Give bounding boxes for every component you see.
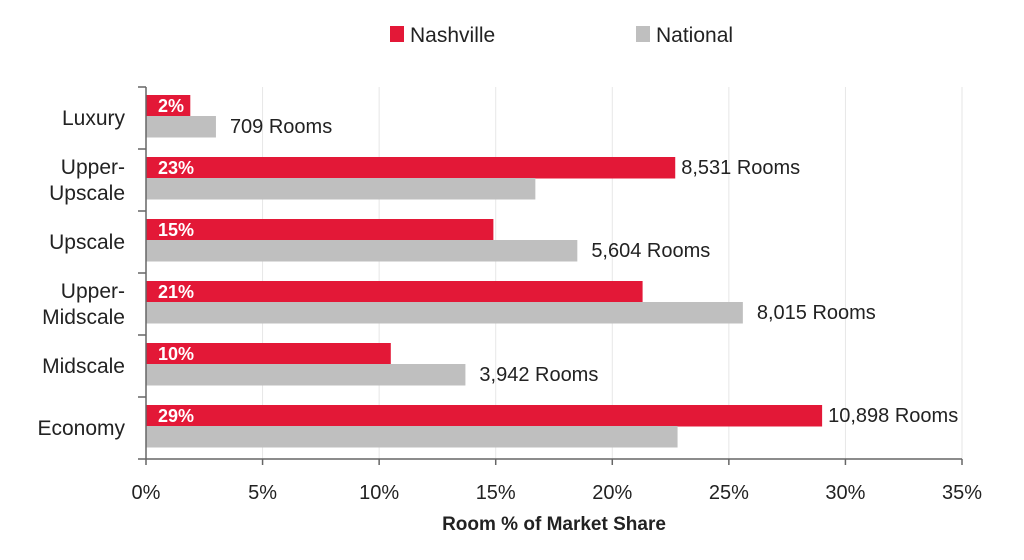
bar-nashville (146, 405, 823, 427)
gridlines (262, 87, 963, 459)
bar-nashville (146, 219, 494, 241)
data-label-nashville: 10% (158, 344, 194, 364)
axes: 0% 5% 10% 15% 20% 25% 30% 35% Luxury Upper- Upscal… (37, 86, 982, 504)
category-label: Upper- Upscale (49, 156, 125, 205)
legend-label: Nashville (410, 24, 495, 47)
bar-nashville (146, 281, 643, 303)
bars: 2% 709 Rooms 23% 8,531 Rooms 15% 5,604 Rooms 2… (146, 95, 958, 448)
x-tick-label: 20% (592, 482, 632, 504)
bar-national (146, 240, 578, 262)
room-count-label: 709 Rooms (230, 116, 332, 138)
x-tick-label: 25% (709, 482, 749, 504)
bar-national (146, 426, 678, 448)
room-count-label: 10,898 Rooms (828, 405, 958, 427)
data-label-nashville: 29% (158, 406, 194, 426)
category-label-line: Midscale (42, 306, 125, 329)
room-count-label: 3,942 Rooms (479, 364, 598, 386)
x-tick-label: 10% (359, 482, 399, 504)
bar-nashville (146, 157, 676, 179)
room-count-label: 8,531 Rooms (681, 157, 800, 179)
x-tick-label: 0% (132, 482, 161, 504)
x-axis-title: Room % of Market Share (442, 514, 666, 535)
legend-swatch (636, 26, 650, 42)
category-label: Upper- Midscale (42, 280, 125, 329)
category-label-line: Upscale (49, 182, 125, 205)
category-label-line: Economy (37, 417, 125, 440)
category-label: Economy (37, 417, 125, 440)
legend-label: National (656, 24, 733, 47)
bar-national (146, 116, 216, 138)
bar-nashville (146, 343, 391, 365)
category-label: Midscale (42, 355, 125, 378)
x-tick-label: 35% (942, 482, 982, 504)
category-label: Luxury (62, 107, 126, 130)
x-tick-label: 15% (476, 482, 516, 504)
category-label-line: Upscale (49, 231, 125, 254)
bar-nashville (146, 95, 191, 117)
category-label: Upscale (49, 231, 125, 254)
category-label-line: Midscale (42, 355, 125, 378)
legend: Nashville National (390, 24, 733, 47)
x-tick-label: 5% (248, 482, 277, 504)
data-label-nashville: 23% (158, 158, 194, 178)
room-count-label: 5,604 Rooms (591, 240, 710, 262)
bar-national (146, 178, 536, 200)
x-tick-label: 30% (825, 482, 865, 504)
category-label-line: Upper- (61, 280, 125, 303)
category-label-line: Luxury (62, 107, 126, 130)
category-label-line: Upper- (61, 156, 125, 179)
bar-national (146, 364, 466, 386)
data-label-nashville: 2% (158, 96, 184, 116)
data-label-nashville: 21% (158, 282, 194, 302)
legend-swatch (390, 26, 404, 42)
bar-national (146, 302, 743, 324)
room-count-label: 8,015 Rooms (757, 302, 876, 324)
data-label-nashville: 15% (158, 220, 194, 240)
